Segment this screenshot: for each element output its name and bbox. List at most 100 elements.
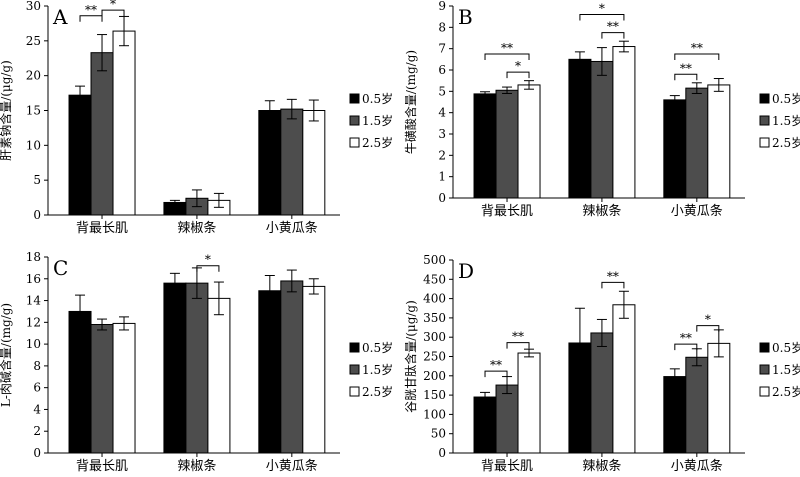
bar [473, 396, 497, 454]
y-tick-label: 8 [33, 359, 41, 373]
legend-label: 0.5岁 [772, 91, 800, 106]
bar [495, 89, 519, 199]
y-tick-label: 400 [423, 292, 446, 306]
y-tick-label: 15 [26, 104, 41, 118]
legend-label: 0.5岁 [362, 91, 393, 106]
significance-label: * [205, 253, 211, 267]
bar [473, 93, 497, 199]
bar [663, 99, 687, 199]
bar [612, 304, 636, 454]
bar [590, 332, 614, 454]
legend-swatch [759, 137, 770, 148]
significance-bracket [674, 343, 698, 351]
x-tick-label: 背最长肌 [481, 459, 533, 474]
y-tick-label: 18 [26, 250, 41, 264]
y-axis-label: 谷胱甘肽含量/(μg/g) [403, 300, 418, 413]
legend-swatch [759, 364, 770, 375]
legend-swatch [349, 386, 360, 397]
significance-label: ** [512, 330, 524, 344]
y-tick-label: 300 [423, 330, 446, 344]
legend-label: 1.5岁 [362, 113, 393, 128]
significance-bracket [79, 15, 103, 22]
bar [707, 84, 731, 199]
y-tick-label: 4 [33, 402, 41, 416]
y-axis-label: 肝素钠含量/(μg/g) [0, 60, 13, 161]
y-tick-label: 10 [26, 337, 41, 351]
y-tick-label: 0 [33, 446, 41, 460]
y-tick-label: 5 [33, 173, 41, 187]
y-tick-label: 450 [423, 272, 446, 286]
significance-bracket [601, 281, 625, 289]
significance-label: ** [680, 61, 692, 75]
panel-label: C [53, 256, 68, 280]
legend-swatch [759, 386, 770, 397]
y-tick-label: 25 [26, 34, 41, 48]
significance-label: * [705, 313, 711, 327]
bar [280, 108, 304, 216]
significance-label: * [515, 59, 521, 73]
significance-bracket [506, 342, 530, 349]
bar [90, 52, 114, 216]
legend-swatch [349, 342, 360, 353]
y-tick-label: 20 [26, 69, 41, 83]
panel-c: 0 2 4 6 8 10 12 14 16 18 L-肉碱含量/(mg/g) C 背最长肌 辣椒条 小黄瓜条… [0, 250, 393, 474]
x-tick-label: 小黄瓜条 [671, 203, 723, 219]
y-tick-label: 6 [33, 381, 41, 395]
y-tick-label: 0 [33, 208, 41, 222]
bar [258, 110, 282, 216]
y-axis-label: 牛磺酸含量/(mg/g) [403, 50, 418, 154]
x-tick-label: 背最长肌 [76, 459, 128, 474]
significance-label: ** [680, 331, 692, 345]
legend-label: 2.5岁 [362, 135, 393, 150]
y-tick-label: 0 [438, 446, 446, 460]
bar [112, 322, 136, 454]
y-tick-label: 3 [438, 127, 446, 141]
x-tick-label: 小黄瓜条 [671, 458, 723, 474]
bar [68, 94, 92, 216]
x-tick-label: 辣椒条 [177, 220, 216, 236]
significance-bracket [484, 370, 508, 378]
significance-bracket [101, 9, 125, 17]
y-tick-label: 250 [423, 350, 446, 364]
significance-bracket [484, 53, 530, 60]
bar [568, 58, 592, 199]
bar [495, 384, 519, 454]
y-tick-label: 16 [26, 272, 41, 286]
y-tick-label: 14 [26, 294, 42, 308]
bar [685, 87, 709, 199]
bar [302, 110, 326, 216]
legend-swatch [349, 364, 360, 375]
legend-label: 0.5岁 [362, 340, 393, 355]
x-tick-label: 背最长肌 [481, 204, 533, 219]
legend-label: 2.5岁 [772, 384, 800, 399]
legend-swatch [759, 93, 770, 104]
bar [68, 310, 92, 454]
legend-label: 1.5岁 [772, 362, 800, 377]
x-tick-label: 背最长肌 [76, 221, 128, 236]
significance-label: ** [501, 41, 513, 55]
significance-bracket [601, 32, 625, 39]
legend-label: 1.5岁 [772, 113, 800, 128]
bar [207, 297, 231, 454]
y-tick-label: 2 [438, 148, 446, 162]
y-tick-label: 7 [438, 42, 446, 56]
legend-swatch [349, 93, 360, 104]
bar [517, 84, 541, 199]
significance-label: ** [607, 20, 619, 34]
y-tick-label: 200 [423, 369, 446, 383]
bar [163, 282, 187, 454]
y-tick-label: 50 [431, 427, 446, 441]
y-tick-label: 0 [438, 191, 446, 205]
legend-swatch [759, 342, 770, 353]
bar [90, 324, 114, 454]
bar [517, 352, 541, 454]
y-tick-label: 100 [423, 407, 446, 421]
significance-label: ** [85, 3, 97, 17]
significance-bracket [674, 53, 720, 60]
significance-bracket [579, 14, 625, 21]
x-tick-label: 辣椒条 [582, 458, 621, 474]
y-tick-label: 350 [423, 311, 446, 325]
